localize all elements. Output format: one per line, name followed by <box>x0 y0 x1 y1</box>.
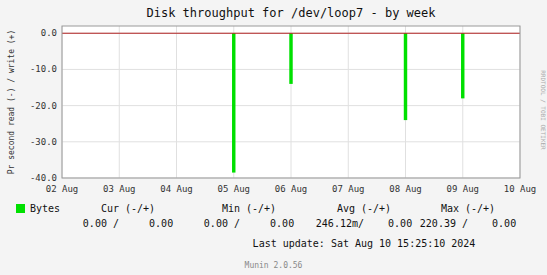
x-tick-label: 06 Aug <box>275 184 308 194</box>
bar <box>289 33 292 84</box>
summary-label: Avg (-/+) <box>337 203 391 214</box>
y-tick-label: 0.0 <box>41 28 57 38</box>
legend-label: Bytes <box>30 203 60 214</box>
summary-value: 0.00 / 0.00 <box>83 218 173 229</box>
x-tick-label: 04 Aug <box>160 184 193 194</box>
y-grid-line <box>62 141 520 142</box>
summary-label: Min (-/+) <box>222 203 276 214</box>
x-tick-label: 08 Aug <box>389 184 422 194</box>
bar <box>404 33 407 120</box>
legend-swatch <box>16 204 25 213</box>
bar <box>232 33 235 172</box>
x-grid-line <box>348 26 349 178</box>
y-tick-label: -10.0 <box>30 64 57 74</box>
x-grid-line <box>119 26 120 178</box>
y-axis-label: Pr second read (-) / write (+) <box>7 30 16 175</box>
watermark: RRDTOOL / TOBI OETIKER <box>540 70 547 150</box>
y-tick-label: -40.0 <box>30 173 57 183</box>
y-tick-label: -20.0 <box>30 101 57 111</box>
summary-value: 220.39 / 0.00 <box>420 218 516 229</box>
x-grid-line <box>176 26 177 178</box>
x-tick-label: 05 Aug <box>217 184 250 194</box>
bar <box>461 33 464 98</box>
title: Disk throughput for /dev/loop7 - by week <box>147 6 437 20</box>
x-tick-label: 02 Aug <box>46 184 79 194</box>
version: Munin 2.0.56 <box>245 261 303 270</box>
background <box>0 0 547 275</box>
summary-value: 246.12m/ 0.00 <box>316 218 412 229</box>
y-grid-line <box>62 105 520 106</box>
plot-frame <box>62 26 520 178</box>
summary-label: Max (-/+) <box>441 203 495 214</box>
y-grid-line <box>62 33 520 34</box>
y-tick-label: -30.0 <box>30 137 57 147</box>
plot-area <box>62 26 520 178</box>
summary-label: Cur (-/+) <box>101 203 155 214</box>
x-tick-label: 10 Aug <box>504 184 537 194</box>
x-tick-label: 03 Aug <box>103 184 136 194</box>
summary-value: 0.00 / 0.00 <box>204 218 294 229</box>
last-update: Last update: Sat Aug 10 15:25:10 2024 <box>253 238 476 249</box>
zero-line <box>62 33 520 34</box>
x-tick-label: 09 Aug <box>446 184 479 194</box>
x-tick-label: 07 Aug <box>332 184 365 194</box>
chart: 02 Aug 03 Aug 04 Aug 05 Aug 06 Aug 07 Aug 08 A… <box>0 0 547 275</box>
marks <box>232 33 464 172</box>
